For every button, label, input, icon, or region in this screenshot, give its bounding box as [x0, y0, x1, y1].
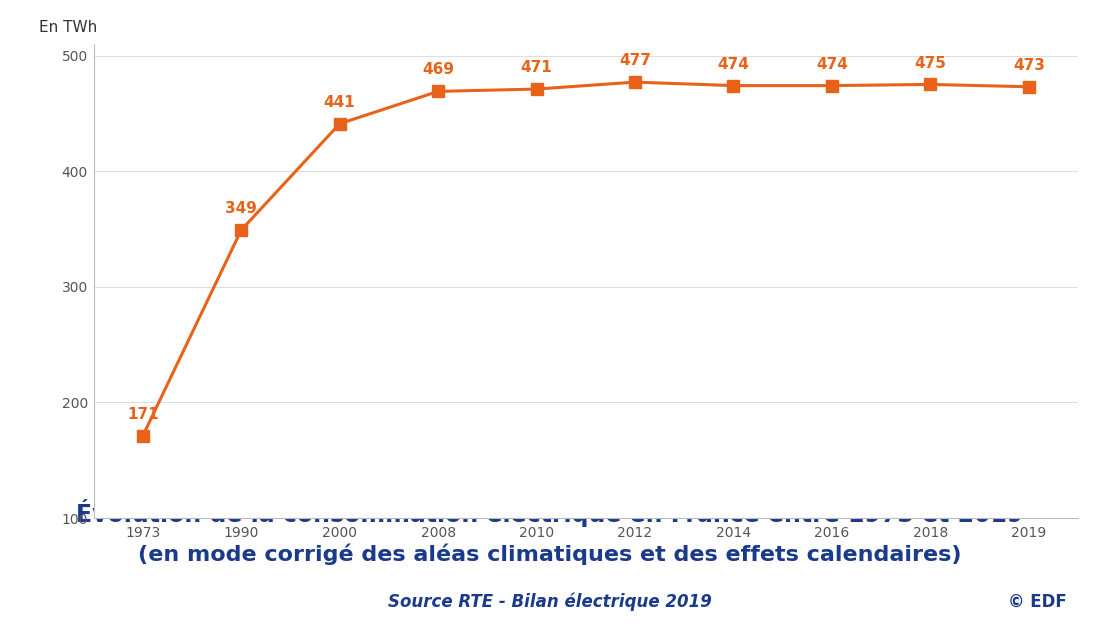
Text: 441: 441	[323, 95, 355, 110]
Text: Source RTE - Bilan électrique 2019: Source RTE - Bilan électrique 2019	[388, 592, 712, 610]
Text: 349: 349	[226, 201, 257, 216]
Text: 474: 474	[717, 57, 749, 72]
Text: En TWh: En TWh	[39, 20, 97, 35]
Text: 477: 477	[619, 53, 651, 68]
Text: Évolution de la consommation électrique en France entre 1973 et 2019: Évolution de la consommation électrique …	[76, 499, 1024, 527]
Text: © EDF: © EDF	[1009, 592, 1067, 610]
Text: 475: 475	[914, 55, 946, 70]
Text: 474: 474	[816, 57, 848, 72]
Text: 473: 473	[1013, 58, 1045, 73]
Text: (en mode corrigé des aléas climatiques et des effets calendaires): (en mode corrigé des aléas climatiques e…	[139, 543, 961, 565]
Text: 471: 471	[520, 60, 552, 75]
Text: 469: 469	[422, 62, 454, 77]
Text: 171: 171	[126, 407, 158, 422]
